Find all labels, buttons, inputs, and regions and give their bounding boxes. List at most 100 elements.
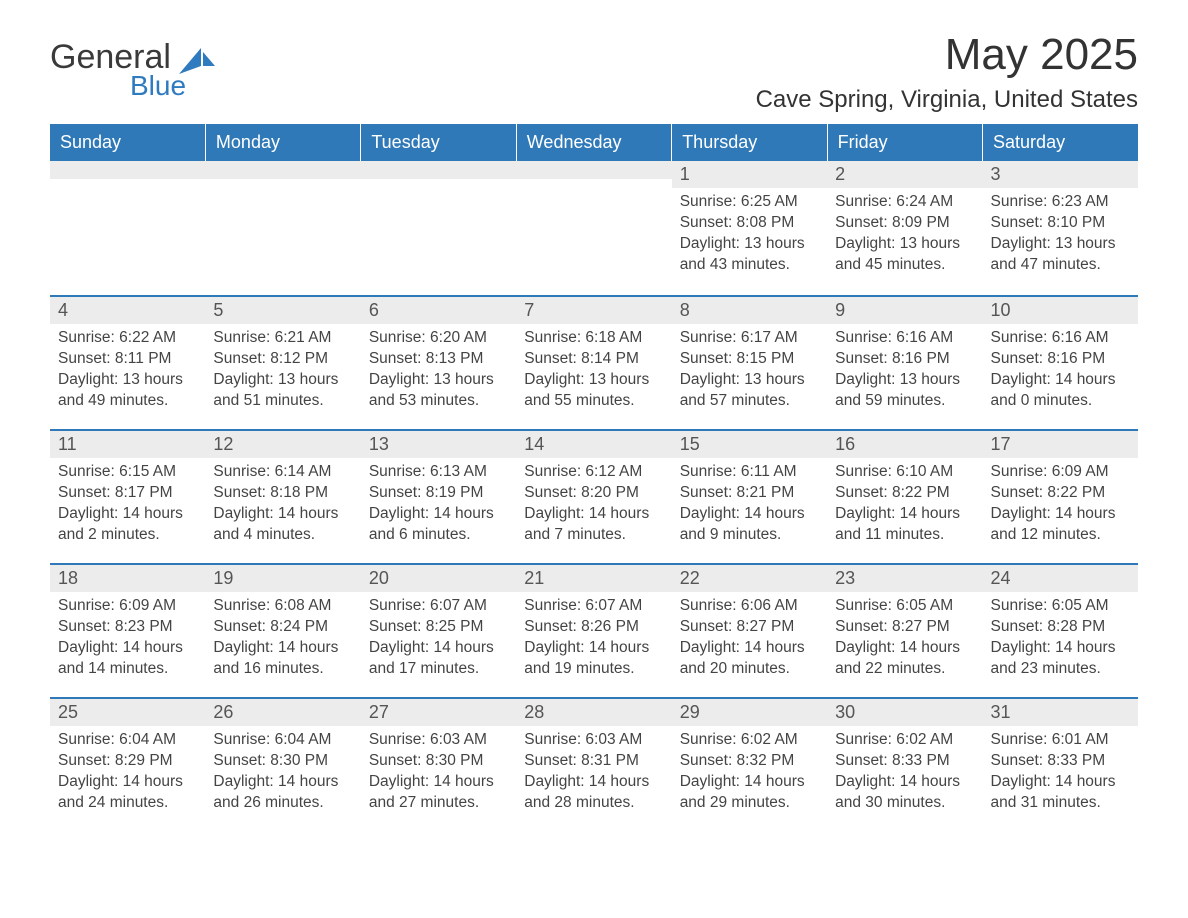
day-number-bar: 10 [983,295,1138,324]
sunset-line: Sunset: 8:21 PM [680,483,819,504]
day-number-bar: 19 [205,563,360,592]
sunset-line: Sunset: 8:20 PM [524,483,663,504]
day-content: Sunrise: 6:07 AMSunset: 8:25 PMDaylight:… [361,592,516,680]
sunrise-line: Sunrise: 6:09 AM [991,462,1130,483]
calendar-day-cell: 27Sunrise: 6:03 AMSunset: 8:30 PMDayligh… [361,697,516,831]
day-content: Sunrise: 6:04 AMSunset: 8:30 PMDaylight:… [205,726,360,814]
day-number-bar: 18 [50,563,205,592]
daylight2-line: and 11 minutes. [835,525,974,546]
day-content: Sunrise: 6:09 AMSunset: 8:22 PMDaylight:… [983,458,1138,546]
sunrise-line: Sunrise: 6:08 AM [213,596,352,617]
daylight2-line: and 49 minutes. [58,391,197,412]
sunset-line: Sunset: 8:12 PM [213,349,352,370]
daylight1-line: Daylight: 14 hours [991,638,1130,659]
dayhead-mon: Monday [205,124,360,161]
day-number: 17 [983,431,1138,458]
day-number: 9 [827,297,982,324]
daylight1-line: Daylight: 14 hours [58,772,197,793]
empty-daynum-bar [50,161,205,179]
calendar-day-cell [50,161,205,295]
day-number: 16 [827,431,982,458]
calendar-day-cell: 17Sunrise: 6:09 AMSunset: 8:22 PMDayligh… [983,429,1138,563]
day-number-bar: 29 [672,697,827,726]
calendar-day-cell: 3Sunrise: 6:23 AMSunset: 8:10 PMDaylight… [983,161,1138,295]
daylight1-line: Daylight: 14 hours [835,772,974,793]
day-number-bar: 24 [983,563,1138,592]
day-content: Sunrise: 6:01 AMSunset: 8:33 PMDaylight:… [983,726,1138,814]
daylight1-line: Daylight: 14 hours [991,370,1130,391]
daylight2-line: and 27 minutes. [369,793,508,814]
daylight2-line: and 29 minutes. [680,793,819,814]
sunset-line: Sunset: 8:16 PM [835,349,974,370]
sunset-line: Sunset: 8:33 PM [991,751,1130,772]
day-number: 25 [50,699,205,726]
calendar-day-cell: 26Sunrise: 6:04 AMSunset: 8:30 PMDayligh… [205,697,360,831]
daylight2-line: and 26 minutes. [213,793,352,814]
sunset-line: Sunset: 8:33 PM [835,751,974,772]
sunset-line: Sunset: 8:22 PM [991,483,1130,504]
day-number: 7 [516,297,671,324]
sunset-line: Sunset: 8:25 PM [369,617,508,638]
day-number-bar: 14 [516,429,671,458]
daylight1-line: Daylight: 14 hours [680,504,819,525]
day-number-bar: 15 [672,429,827,458]
calendar-day-cell: 29Sunrise: 6:02 AMSunset: 8:32 PMDayligh… [672,697,827,831]
daylight1-line: Daylight: 13 hours [58,370,197,391]
sunrise-line: Sunrise: 6:11 AM [680,462,819,483]
day-number-bar: 9 [827,295,982,324]
day-number: 2 [827,161,982,188]
day-number-bar: 5 [205,295,360,324]
day-content: Sunrise: 6:14 AMSunset: 8:18 PMDaylight:… [205,458,360,546]
sunrise-line: Sunrise: 6:10 AM [835,462,974,483]
calendar-day-cell [516,161,671,295]
day-number: 22 [672,565,827,592]
calendar-table: Sunday Monday Tuesday Wednesday Thursday… [50,124,1138,831]
day-number-bar: 16 [827,429,982,458]
daylight1-line: Daylight: 14 hours [680,638,819,659]
daylight1-line: Daylight: 13 hours [213,370,352,391]
daylight2-line: and 55 minutes. [524,391,663,412]
sunset-line: Sunset: 8:32 PM [680,751,819,772]
daylight1-line: Daylight: 14 hours [369,504,508,525]
calendar-day-cell: 18Sunrise: 6:09 AMSunset: 8:23 PMDayligh… [50,563,205,697]
daylight1-line: Daylight: 14 hours [524,638,663,659]
day-number: 30 [827,699,982,726]
day-number-bar: 17 [983,429,1138,458]
calendar-day-cell: 8Sunrise: 6:17 AMSunset: 8:15 PMDaylight… [672,295,827,429]
sunset-line: Sunset: 8:31 PM [524,751,663,772]
calendar-day-cell: 13Sunrise: 6:13 AMSunset: 8:19 PMDayligh… [361,429,516,563]
day-content: Sunrise: 6:05 AMSunset: 8:27 PMDaylight:… [827,592,982,680]
sunset-line: Sunset: 8:09 PM [835,213,974,234]
day-header-row: Sunday Monday Tuesday Wednesday Thursday… [50,124,1138,161]
day-content: Sunrise: 6:11 AMSunset: 8:21 PMDaylight:… [672,458,827,546]
dayhead-sun: Sunday [50,124,205,161]
calendar-day-cell: 7Sunrise: 6:18 AMSunset: 8:14 PMDaylight… [516,295,671,429]
daylight2-line: and 20 minutes. [680,659,819,680]
sunrise-line: Sunrise: 6:18 AM [524,328,663,349]
daylight2-line: and 14 minutes. [58,659,197,680]
day-content: Sunrise: 6:25 AMSunset: 8:08 PMDaylight:… [672,188,827,276]
daylight1-line: Daylight: 13 hours [835,234,974,255]
daylight2-line: and 23 minutes. [991,659,1130,680]
day-number: 13 [361,431,516,458]
page-header: General Blue May 2025 Cave Spring, Virgi… [50,30,1138,114]
day-number: 11 [50,431,205,458]
sunrise-line: Sunrise: 6:02 AM [835,730,974,751]
sunrise-line: Sunrise: 6:03 AM [524,730,663,751]
day-number: 6 [361,297,516,324]
day-number-bar: 11 [50,429,205,458]
daylight2-line: and 57 minutes. [680,391,819,412]
daylight1-line: Daylight: 13 hours [835,370,974,391]
daylight2-line: and 31 minutes. [991,793,1130,814]
month-title: May 2025 [756,30,1138,80]
day-number-bar: 1 [672,161,827,188]
calendar-week-row: 25Sunrise: 6:04 AMSunset: 8:29 PMDayligh… [50,697,1138,831]
dayhead-wed: Wednesday [516,124,671,161]
sunrise-line: Sunrise: 6:05 AM [991,596,1130,617]
day-content: Sunrise: 6:08 AMSunset: 8:24 PMDaylight:… [205,592,360,680]
sunset-line: Sunset: 8:19 PM [369,483,508,504]
calendar-day-cell: 30 Sunrise: 6:02 AMSunset: 8:33 PMDayligh… [827,697,982,831]
daylight2-line: and 2 minutes. [58,525,197,546]
daylight2-line: and 19 minutes. [524,659,663,680]
day-number: 1 [672,161,827,188]
